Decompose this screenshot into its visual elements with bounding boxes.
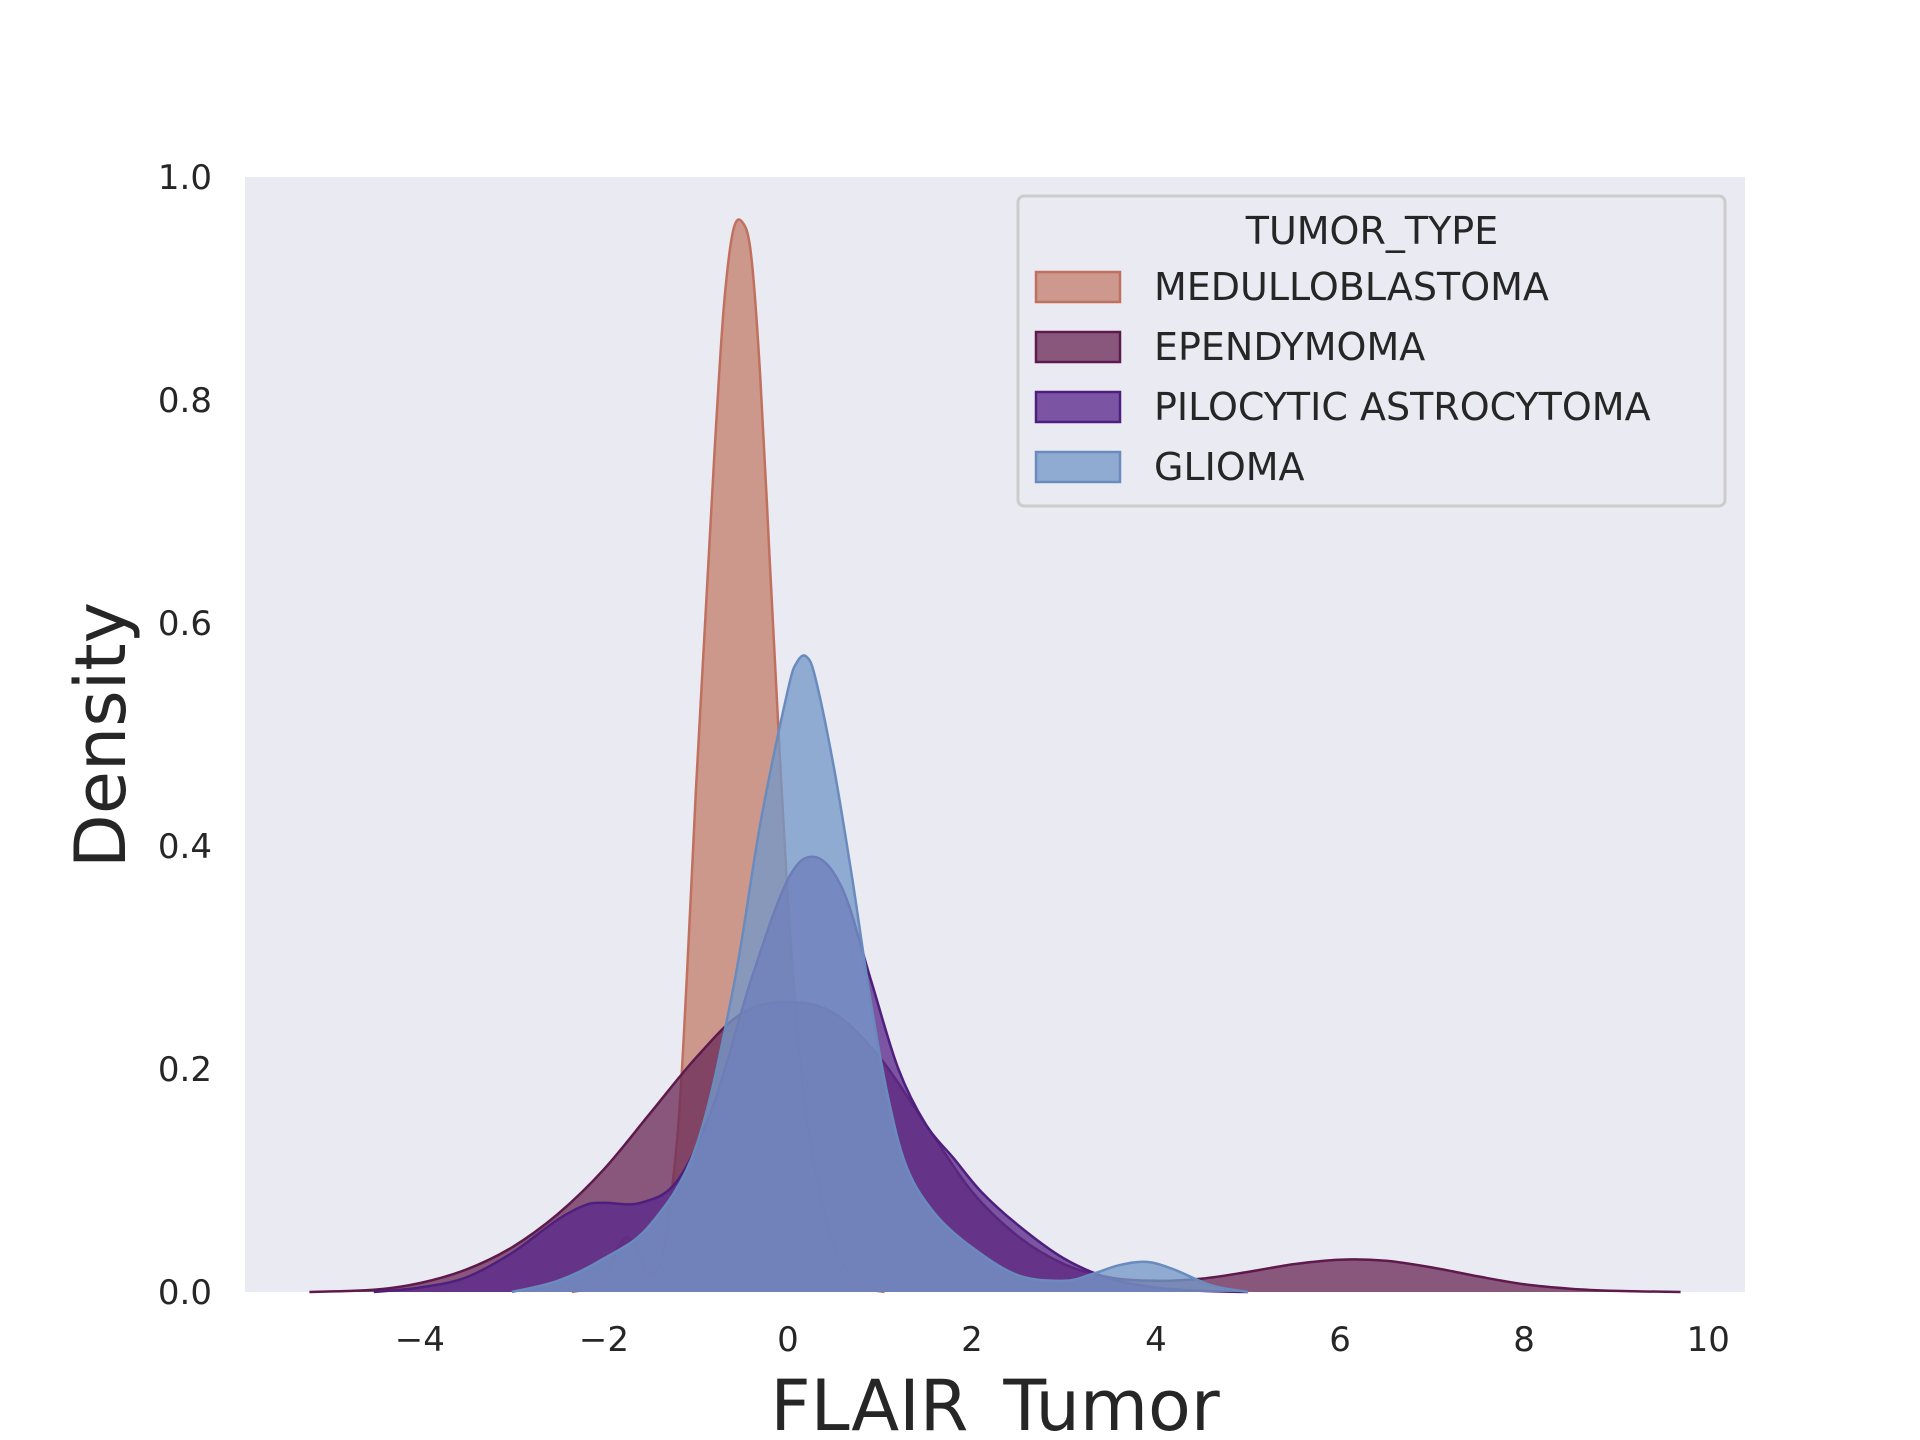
legend-swatch <box>1034 450 1122 484</box>
y-tick-label: 0.2 <box>158 1050 212 1090</box>
y-tick-label: 0.6 <box>158 604 212 644</box>
x-tick-label: 2 <box>961 1320 983 1360</box>
x-tick-label: 4 <box>1145 1320 1167 1360</box>
y-tick-label: 0.4 <box>158 827 212 867</box>
x-tick-label: 10 <box>1687 1320 1730 1360</box>
legend-frame <box>1016 194 1727 508</box>
y-tick-label: 0.0 <box>158 1273 212 1313</box>
x-tick-label: −2 <box>579 1320 629 1360</box>
x-tick-label: −4 <box>395 1320 445 1360</box>
legend-title: TUMOR_TYPE <box>1245 209 1498 253</box>
series-layer <box>309 218 1681 1294</box>
legend-label: GLIOMA <box>1154 445 1305 489</box>
series-area-1 <box>571 219 885 1293</box>
legend-swatch <box>1034 270 1122 304</box>
x-tick-label: 6 <box>1329 1320 1351 1360</box>
legend-label: EPENDYMOMA <box>1154 325 1425 369</box>
y-tick-label: 1.0 <box>158 158 212 198</box>
x-tick-label: 0 <box>777 1320 799 1360</box>
legend-label: MEDULLOBLASTOMA <box>1154 265 1549 309</box>
series-area-4 <box>511 655 1249 1292</box>
y-axis-title: Density <box>60 602 142 868</box>
x-tick-labels: −4 −2 0 2 4 6 8 10 <box>395 1320 1730 1360</box>
legend: TUMOR_TYPE MEDULLOBLASTOMA EPENDYMOMA PILO… <box>1016 194 1727 508</box>
y-tick-label: 0.8 <box>158 381 212 421</box>
legend-swatch <box>1034 390 1122 424</box>
legend-swatch <box>1034 330 1122 364</box>
y-tick-labels: 0.0 0.2 0.4 0.6 0.8 1.0 <box>158 158 212 1313</box>
legend-entries: MEDULLOBLASTOMA EPENDYMOMA PILOCYTIC ASTRO… <box>1034 265 1651 489</box>
series-line-4 <box>511 654 1249 1294</box>
x-tick-label: 8 <box>1513 1320 1535 1360</box>
legend-label: PILOCYTIC ASTROCYTOMA <box>1154 385 1651 429</box>
x-axis-title: FLAIR_Tumor <box>770 1365 1220 1440</box>
